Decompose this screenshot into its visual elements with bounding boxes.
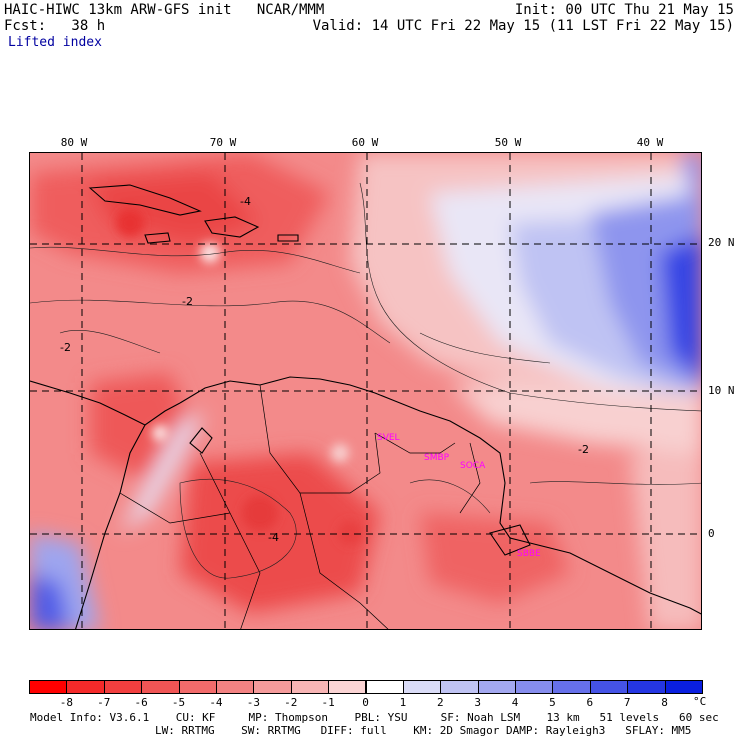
init-time: Init: 00 UTC Thu 21 May 15 [514,2,734,18]
colorbar-swatch [515,680,554,694]
colorbar-swatch [328,680,367,694]
colorbar-unit: °C [693,695,707,708]
lon-label-80w: 80 W [60,136,88,149]
field-name: Lifted index [8,35,102,50]
coastlines [30,184,701,629]
colorbar-swatch [365,680,404,694]
colorbar-swatch [29,680,68,694]
model-info-line2: LW: RRTMG SW: RRTMG DIFF: full KM: 2D Sm… [155,724,692,737]
lat-label-20n: 20 N [708,236,735,249]
station-label-svel: SVEL [377,433,400,443]
latlon-grid [30,153,701,629]
contour-label: -2 [60,341,71,354]
colorbar-tick-label: -3 [246,696,260,709]
contour-label: -2 [578,443,589,456]
colorbar-tick-label: 6 [586,696,594,709]
colorbar-tick-label: -2 [284,696,298,709]
field-detail [116,209,362,545]
colorbar-tick-label: -5 [171,696,186,709]
contour-label: -4 [268,531,279,544]
colorbar-swatch [402,680,442,694]
colorbar-swatch [589,680,629,694]
colorbar-tick-label: 2 [436,696,444,709]
model-title: HAIC-HIWC 13km ARW-GFS init NCAR/MMM [4,2,325,18]
colorbar-swatch [103,680,143,694]
colorbar-tick-label: 8 [661,696,668,709]
station-label-sbbe: SBBE [517,549,541,559]
colorbar-swatch [477,680,517,694]
contour-labels: -4 -2 -2 -2 -4 [60,195,589,544]
colorbar-swatch [66,680,105,694]
lon-label-70w: 70 W [209,136,237,149]
lon-label-40w: 40 W [636,136,664,149]
colorbar-swatch [627,680,666,694]
lon-label-60w: 60 W [351,136,379,149]
colorbar-tick-label: -8 [59,696,73,709]
station-label-soca: SOCA [460,461,486,471]
colorbar-swatch [178,680,217,694]
colorbar-swatch [215,680,255,694]
colorbar-tick-label: -4 [209,696,223,709]
colorbar-tick-label: 4 [511,696,519,709]
lifted-index-map: -4 -2 -2 -2 -4 [29,152,702,630]
colorbar-swatch [141,680,180,694]
valid-time: Valid: 14 UTC Fri 22 May 15 (11 LST Fri … [312,18,734,34]
colorbar-tick-label: 1 [399,696,407,709]
field-shading [30,153,701,629]
contour-label: -2 [182,295,193,308]
colorbar-tick-label: 3 [474,696,481,709]
colorbar-swatch [552,680,591,694]
colorbar-tick-label: 7 [623,696,631,709]
contours [30,182,701,579]
station-label-smbp: SMBP [424,453,450,463]
colorbar-tick-label: -1 [321,696,335,709]
model-info-line1: Model Info: V3.6.1 CU: KF MP: Thompson P… [30,711,719,724]
colorbar-tick-label: 5 [549,696,556,709]
lon-label-50w: 50 W [494,136,522,149]
lat-label-10n: 10 N [708,384,735,397]
colorbar-swatch [253,680,292,694]
contour-label: -4 [240,195,251,208]
colorbar-swatch [664,680,703,694]
map-canvas: -4 -2 -2 -2 -4 [30,153,701,629]
colorbar-tick-label: -7 [97,696,111,709]
colorbar-swatch [440,680,479,694]
forecast-hour: Fcst: 38 h [4,18,106,34]
colorbar-tick-label: 0 [362,696,369,709]
lat-label-0: 0 [708,527,715,540]
colorbar-tick-label: -6 [134,696,148,709]
colorbar-swatch [290,680,330,694]
